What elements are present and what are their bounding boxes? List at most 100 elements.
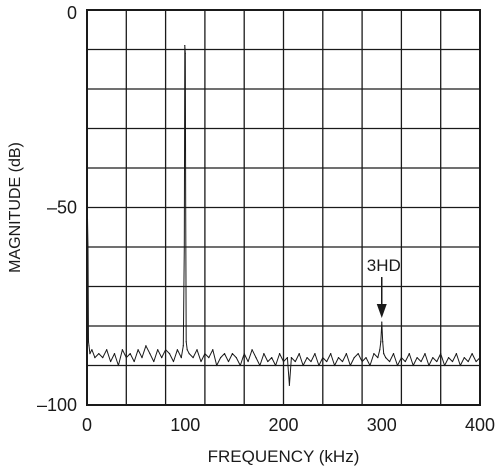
data-point xyxy=(385,357,387,359)
data-point xyxy=(220,357,222,359)
data-point xyxy=(471,353,473,355)
data-point xyxy=(353,357,355,359)
data-point xyxy=(212,349,214,351)
data-point xyxy=(447,357,450,359)
data-point xyxy=(182,345,184,347)
data-point xyxy=(243,353,245,355)
data-point xyxy=(129,353,131,355)
data-point xyxy=(183,246,185,248)
data-point xyxy=(432,357,434,359)
data-point xyxy=(200,360,202,363)
data-point xyxy=(204,353,206,355)
y-tick-label: 0 xyxy=(67,3,77,23)
data-point xyxy=(424,353,426,355)
data-point xyxy=(216,364,218,367)
data-point xyxy=(235,357,237,359)
data-point xyxy=(282,360,285,363)
data-point xyxy=(184,44,186,47)
data-point xyxy=(176,349,178,351)
plot-frame xyxy=(86,9,481,406)
data-point xyxy=(337,357,340,359)
data-point xyxy=(380,341,382,343)
annotation-label: 3HD xyxy=(367,256,401,275)
data-point xyxy=(223,353,226,355)
data-point xyxy=(91,349,93,351)
data-point xyxy=(286,357,289,359)
data-point xyxy=(379,349,381,351)
data-point xyxy=(165,349,167,351)
data-point xyxy=(326,360,328,363)
data-point xyxy=(113,353,116,355)
data-point xyxy=(133,360,135,363)
data-point xyxy=(467,360,469,363)
data-point xyxy=(87,246,89,248)
annotation-group: 3HD xyxy=(367,256,401,319)
data-point xyxy=(381,321,383,323)
data-point xyxy=(420,360,422,363)
data-point xyxy=(98,353,100,355)
data-point xyxy=(341,360,344,363)
data-point xyxy=(333,364,336,367)
data-point xyxy=(168,353,171,355)
data-point xyxy=(400,357,402,359)
data-point xyxy=(263,353,265,355)
data-point xyxy=(389,360,391,363)
data-point xyxy=(185,206,187,209)
data-point xyxy=(186,349,188,351)
data-point xyxy=(86,218,89,220)
data-point xyxy=(275,364,277,367)
x-axis-label: FREQUENCY (kHz) xyxy=(208,447,360,466)
data-point xyxy=(396,364,399,367)
data-point xyxy=(125,357,127,359)
data-point xyxy=(102,357,104,359)
x-tick-label: 200 xyxy=(268,415,298,435)
data-point xyxy=(109,360,112,363)
data-point xyxy=(278,353,281,355)
data-point xyxy=(251,349,253,351)
data-point xyxy=(357,353,359,355)
data-point xyxy=(188,353,190,355)
data-point xyxy=(322,357,324,359)
data-point xyxy=(259,364,261,367)
data-point xyxy=(231,353,234,355)
data-point xyxy=(88,345,90,347)
data-point xyxy=(345,353,347,355)
data-point xyxy=(290,357,292,359)
data-point xyxy=(172,360,175,363)
data-point xyxy=(121,349,123,351)
y-tick-label: –100 xyxy=(37,395,77,415)
data-point xyxy=(330,353,332,355)
data-point xyxy=(157,349,159,351)
data-point xyxy=(479,357,481,359)
data-point xyxy=(137,349,139,351)
data-point xyxy=(180,357,182,359)
data-point xyxy=(365,357,367,359)
y-axis-label: MAGNITUDE (dB) xyxy=(7,142,24,273)
data-point xyxy=(247,360,249,363)
data-point xyxy=(192,357,194,359)
data-point xyxy=(314,353,316,355)
data-point xyxy=(208,357,210,359)
data-point xyxy=(463,357,465,359)
x-tick-label: 0 xyxy=(82,415,92,435)
x-tick-label: 300 xyxy=(367,415,397,435)
data-point xyxy=(288,384,290,386)
data-point xyxy=(416,357,418,359)
data-point xyxy=(306,357,308,359)
data-point xyxy=(369,364,371,367)
data-point xyxy=(271,357,273,359)
data-point xyxy=(87,341,90,343)
data-point xyxy=(451,360,454,363)
data-point xyxy=(89,353,91,355)
x-tick-label: 100 xyxy=(170,415,200,435)
data-point xyxy=(196,349,198,351)
data-point xyxy=(145,345,147,347)
data-point xyxy=(436,360,438,363)
data-point xyxy=(392,353,395,355)
data-point xyxy=(408,353,410,355)
data-point xyxy=(86,226,88,228)
data-point xyxy=(440,353,442,355)
data-point xyxy=(117,364,120,367)
data-point xyxy=(373,353,375,355)
